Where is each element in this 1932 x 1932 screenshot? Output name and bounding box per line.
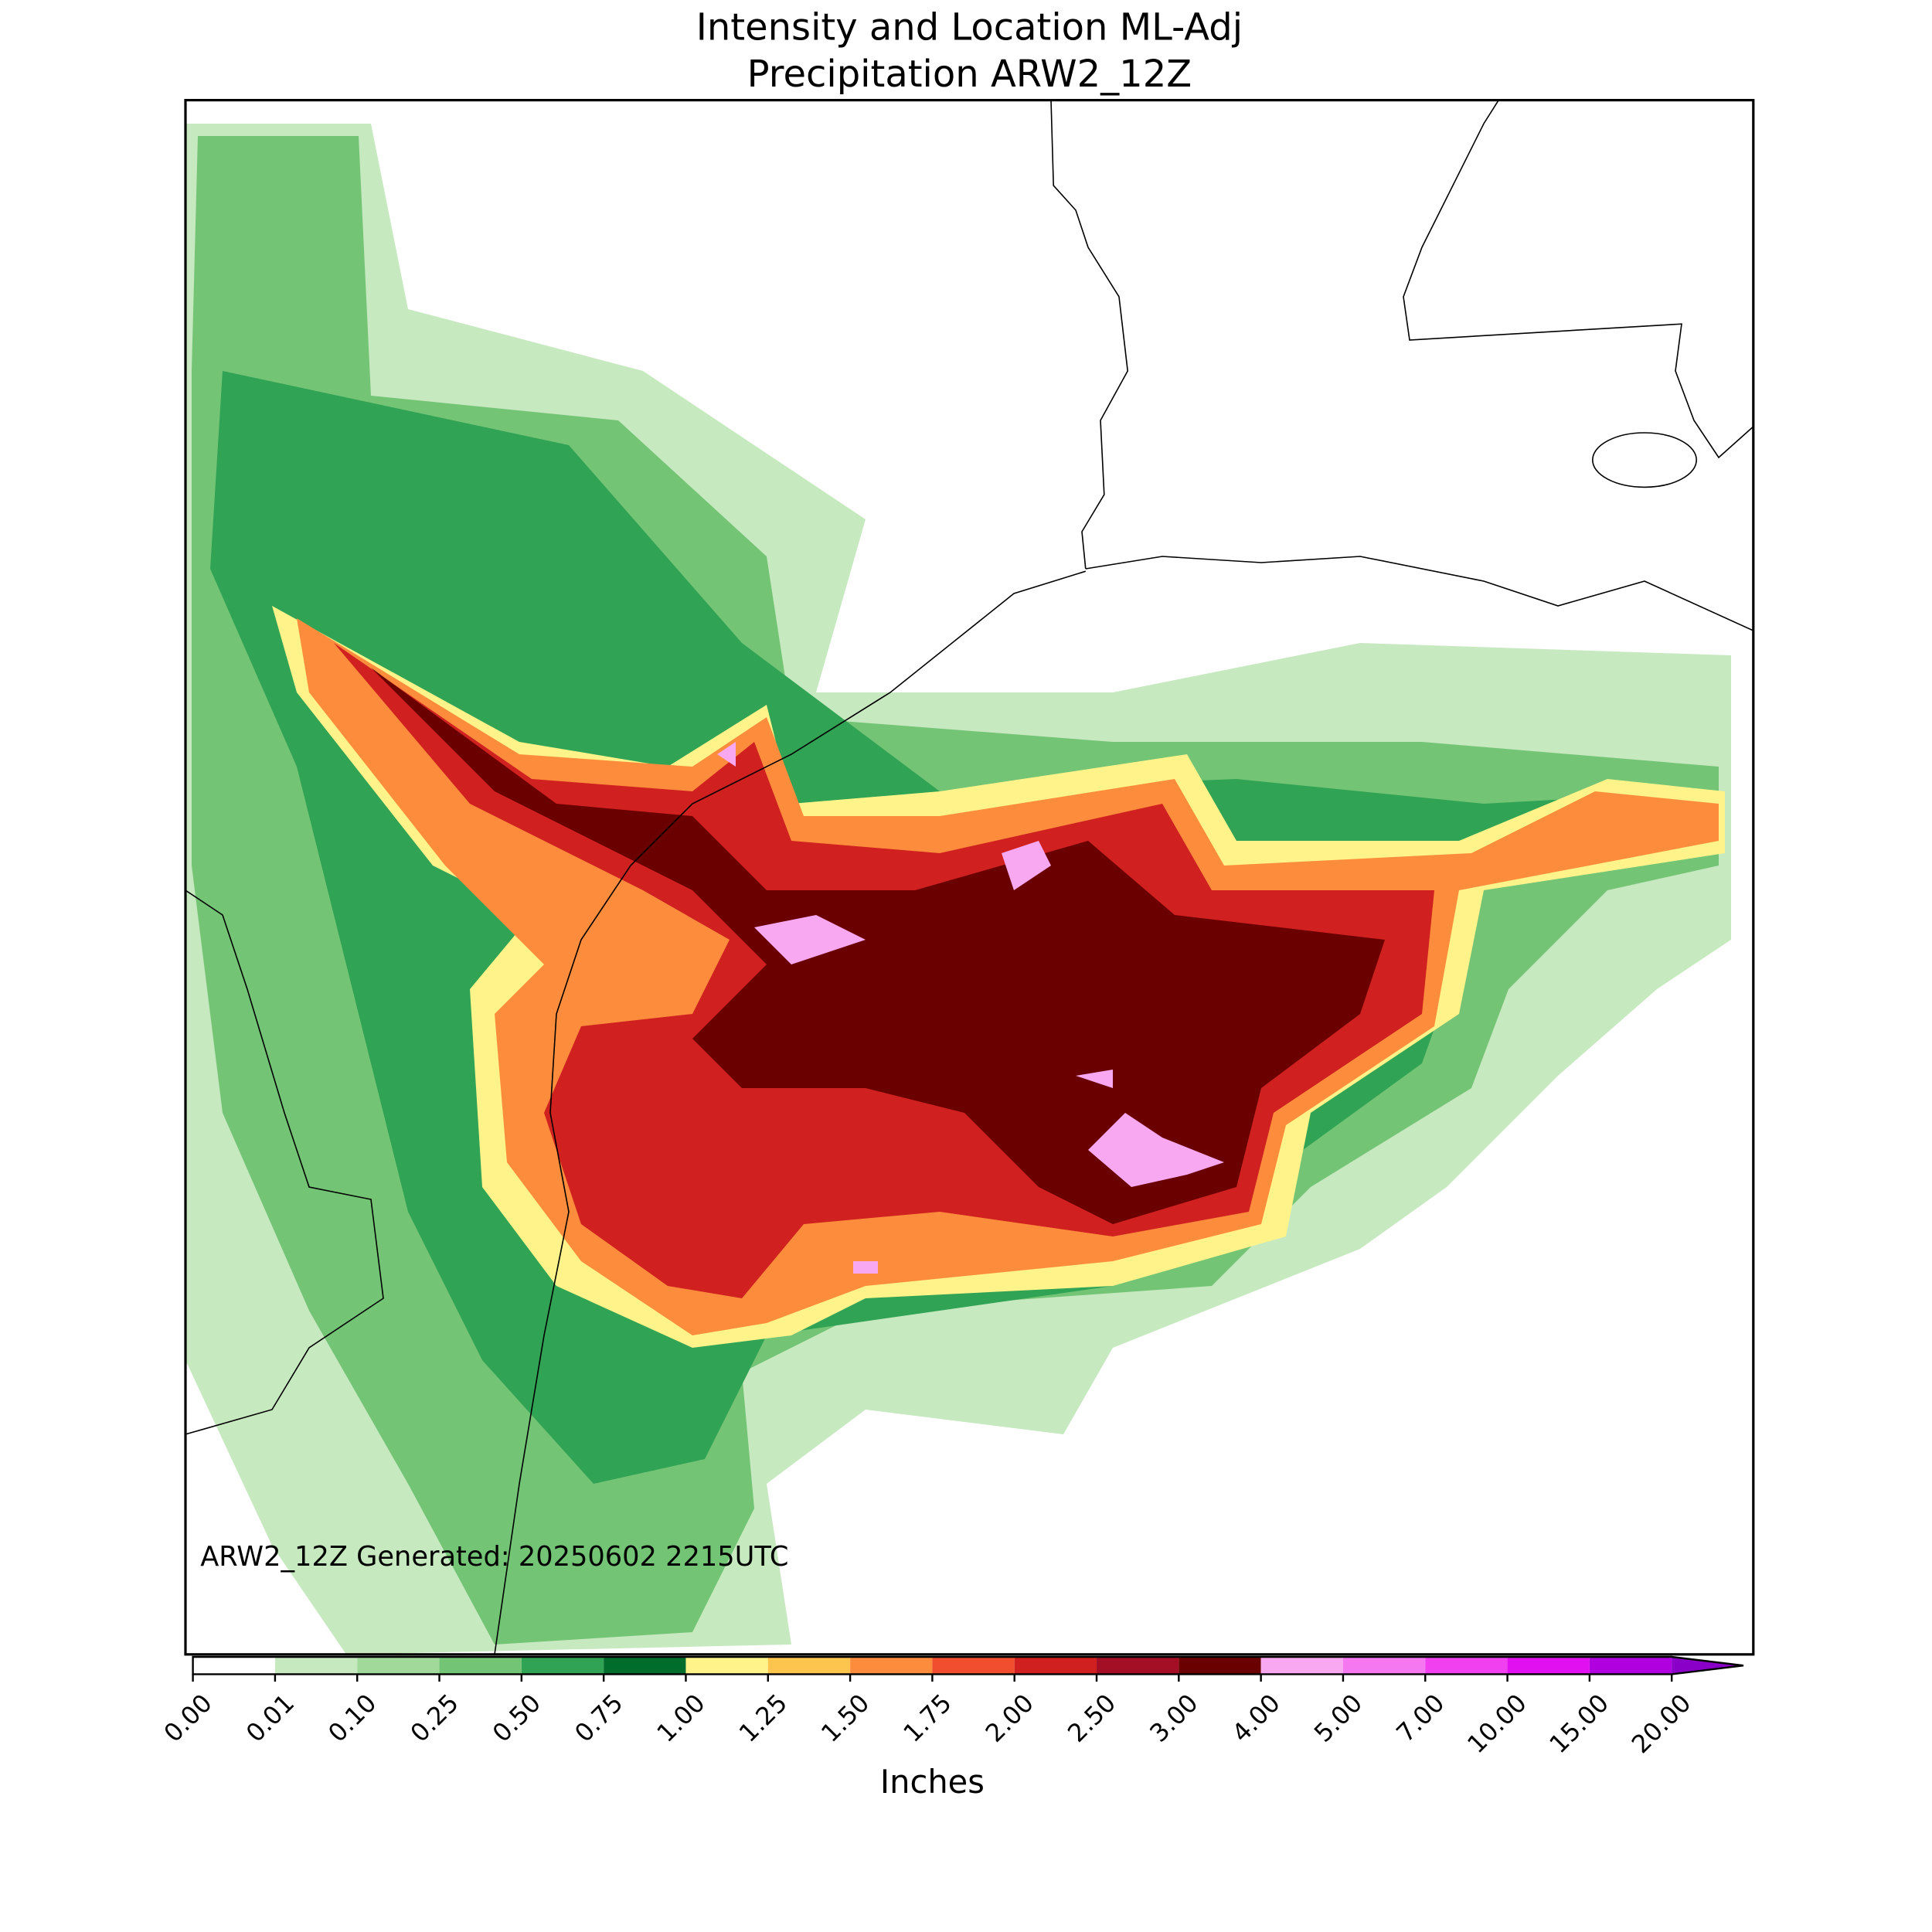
- tick-label: 0.01: [240, 1689, 300, 1748]
- title-line-2: Precipitation ARW2_12Z: [747, 53, 1192, 96]
- colorbar-box: [850, 1657, 933, 1675]
- lake: [1592, 432, 1697, 488]
- tick-label: 7.00: [1390, 1689, 1450, 1748]
- colorbar-box: [1589, 1657, 1672, 1675]
- tick-label: 2.50: [1062, 1689, 1121, 1748]
- colorbar-box: [1425, 1657, 1508, 1675]
- state-line: [1050, 100, 1129, 570]
- tick-label: 5.00: [1308, 1689, 1368, 1748]
- colorbar-box: [1260, 1657, 1343, 1675]
- tick-label: 0.50: [487, 1689, 546, 1748]
- colorbar-box: [1507, 1657, 1590, 1675]
- tick-label: 0.10: [322, 1689, 382, 1748]
- coast: [494, 556, 1753, 1655]
- tick-label: 20.00: [1626, 1689, 1697, 1760]
- tick-label: 0.00: [158, 1689, 218, 1748]
- colorbar-box: [192, 1657, 275, 1675]
- tick-label: 1.50: [815, 1689, 875, 1748]
- colorbar: 0.00 0.01 0.10 0.25 0.50 0.75 1.00 1.25 1.50 1.75…: [158, 1655, 1744, 1760]
- tick-label: 4.00: [1226, 1689, 1286, 1748]
- colorbar-box: [604, 1657, 686, 1675]
- border: [1403, 100, 1753, 459]
- colorbar-box: [1097, 1657, 1179, 1675]
- mexico-border: [185, 889, 384, 1435]
- colorbar-box: [767, 1657, 851, 1675]
- precip-darkred: [371, 668, 1385, 1224]
- annotation: ARW2_12Z Generated: 20250602 2215UTC: [200, 1541, 788, 1573]
- tick-label: 3.00: [1144, 1689, 1203, 1748]
- colorbar-label: Inches: [880, 1763, 985, 1801]
- colorbar-box: [274, 1657, 358, 1675]
- precip-pink: [717, 742, 1224, 1274]
- colorbar-box: [685, 1657, 768, 1675]
- colorbar-box: [357, 1657, 440, 1675]
- colorbar-box: [1014, 1657, 1097, 1675]
- colorbar-box: [439, 1657, 522, 1675]
- map: [185, 100, 1753, 1655]
- colorbar-outline: [192, 1655, 1744, 1675]
- map-frame: [184, 99, 1755, 1656]
- colorbar-extend: [1672, 1657, 1743, 1675]
- tick-label: 15.00: [1543, 1689, 1614, 1760]
- colorbar-box: [932, 1657, 1015, 1675]
- colorbar-box: [1342, 1657, 1426, 1675]
- tick-label: 10.00: [1461, 1689, 1532, 1760]
- tick-label: 2.00: [980, 1689, 1039, 1748]
- colorbar-box: [521, 1657, 604, 1675]
- tick-label: 1.00: [651, 1689, 710, 1748]
- boundaries: [185, 100, 1753, 1655]
- tick-label: 1.75: [897, 1689, 957, 1748]
- tick-label: 0.75: [569, 1689, 628, 1748]
- tick-label: 1.25: [733, 1689, 793, 1748]
- colorbar-box: [1179, 1657, 1261, 1675]
- title-line-1: Intensity and Location ML-Adj: [696, 5, 1243, 49]
- tick-label: 0.25: [405, 1689, 464, 1748]
